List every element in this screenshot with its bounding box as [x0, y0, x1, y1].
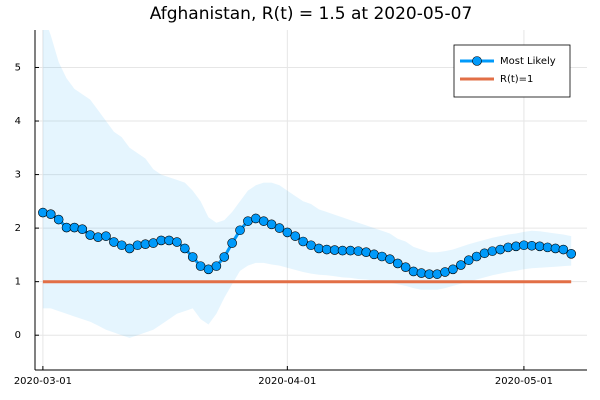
marker	[448, 264, 458, 275]
marker	[479, 248, 490, 259]
marker	[550, 243, 561, 254]
marker	[511, 241, 521, 252]
marker	[227, 238, 237, 248]
marker	[503, 242, 513, 253]
marker	[392, 258, 403, 269]
chart-title: Afghanistan, R(t) = 1.5 at 2020-05-07	[150, 4, 473, 24]
marker	[93, 232, 103, 243]
marker	[172, 237, 182, 247]
marker	[495, 244, 506, 255]
marker	[432, 269, 442, 279]
x-tick-label: 2020-04-01	[258, 376, 316, 387]
marker	[456, 260, 466, 270]
marker	[38, 207, 48, 218]
legend-label: Most Likely	[500, 56, 556, 67]
marker	[180, 243, 190, 254]
y-tick-label: 0	[15, 330, 21, 341]
legend-marker	[472, 56, 482, 66]
marker	[140, 239, 151, 249]
marker	[416, 268, 427, 278]
legend-box	[453, 44, 571, 98]
y-tick-label: 5	[15, 62, 21, 73]
marker	[69, 222, 80, 233]
x-tick-label: 2020-05-01	[495, 376, 553, 387]
marker	[566, 249, 577, 259]
confidence-band	[42, 30, 572, 338]
marker	[274, 223, 285, 233]
marker	[534, 241, 545, 252]
marker	[164, 235, 174, 246]
legend-label: R(t)=1	[500, 74, 533, 85]
marker	[314, 243, 324, 254]
marker	[53, 214, 64, 225]
marker	[408, 266, 419, 277]
legend: Most Likely R(t)=1	[453, 44, 571, 98]
marker	[132, 240, 143, 251]
y-tick-label: 4	[15, 116, 21, 127]
marker	[266, 219, 277, 230]
marker	[282, 227, 293, 238]
marker	[361, 247, 372, 258]
marker	[542, 242, 553, 253]
y-tick-label: 3	[15, 170, 21, 181]
ticks: 0 1 2 3 4 5 2020-03-01 2020-04-01 2020-05-01	[14, 62, 553, 387]
marker	[77, 224, 88, 234]
marker	[235, 225, 245, 236]
y-tick-label: 1	[15, 277, 21, 288]
marker	[463, 255, 474, 266]
marker	[101, 231, 111, 241]
y-tick-label: 2	[15, 223, 21, 234]
marker	[385, 254, 395, 264]
marker	[298, 236, 308, 247]
marker	[85, 230, 95, 240]
marker	[45, 209, 56, 219]
plot-area	[38, 30, 577, 338]
marker	[369, 249, 379, 260]
marker	[211, 261, 222, 271]
x-tick-label: 2020-03-01	[14, 376, 72, 387]
marker	[400, 262, 411, 272]
marker	[487, 246, 498, 256]
marker	[558, 244, 569, 255]
marker	[290, 231, 301, 241]
marker	[353, 246, 364, 256]
marker	[187, 252, 198, 262]
marker	[219, 252, 230, 262]
